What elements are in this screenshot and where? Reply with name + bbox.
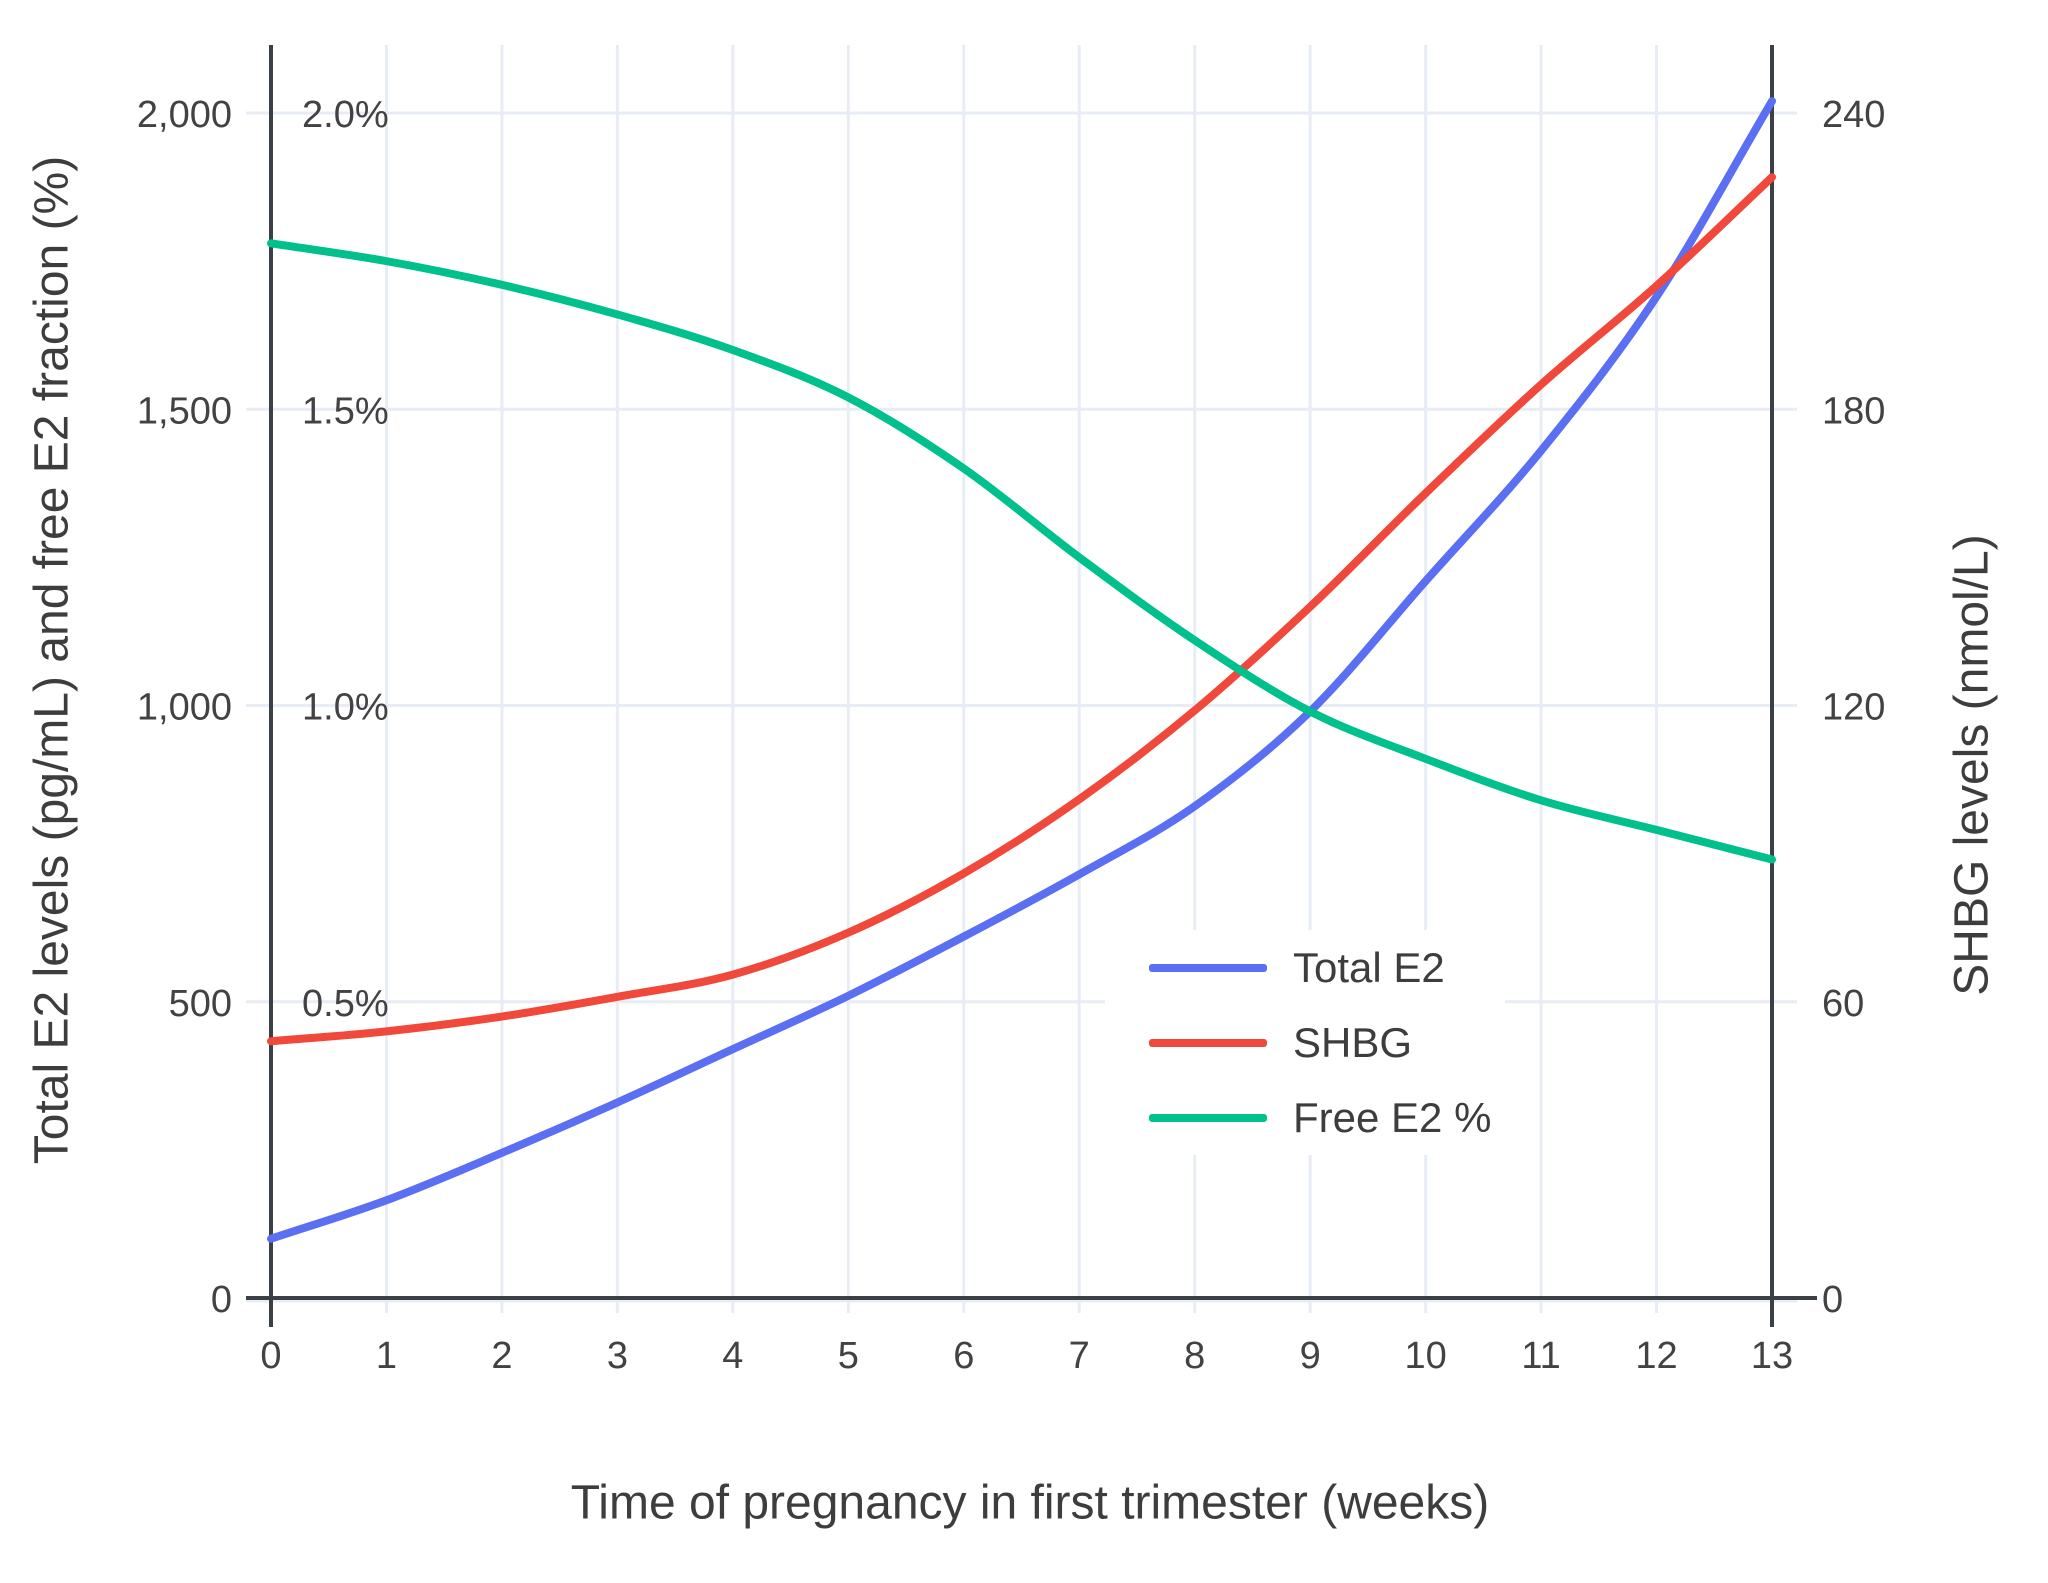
right-axis-title: SHBG levels (nmol/L) [1945,534,1999,996]
pct-label-1.5%: 1.5% [302,390,389,432]
legend-label-shbg: SHBG [1293,1018,1413,1066]
legend-label-total-e2: Total E2 [1293,943,1445,991]
x-tick-week-12: 12 [1635,1335,1677,1377]
right-tick-120: 120 [1822,687,1885,729]
legend-item-total-e2[interactable]: Total E2 [1105,930,1505,1005]
x-tick-week-5: 5 [838,1335,859,1377]
x-tick-week-8: 8 [1184,1335,1205,1377]
x-tick-week-1: 1 [376,1335,397,1377]
series-line-shbg [267,173,1776,1046]
x-axis-title: Time of pregnancy in first trimester (we… [570,1476,1490,1530]
x-tick-week-7: 7 [1069,1335,1090,1377]
total-e2-line-swatch [1149,963,1267,972]
x-tick-week-2: 2 [491,1335,512,1377]
free-e2-line-swatch [1149,1113,1267,1122]
x-tick-week-9: 9 [1300,1335,1321,1377]
x-tick-week-13: 13 [1751,1335,1793,1377]
x-tick-week-4: 4 [722,1335,743,1377]
shbg-line-swatch [1149,1038,1267,1047]
left-tick-2,000: 2,000 [137,94,232,136]
x-tick-week-11: 11 [1521,1335,1560,1377]
right-tick-180: 180 [1822,390,1885,432]
x-tick-week-10: 10 [1404,1335,1446,1377]
legend: Total E2 SHBG Free E2 % [1105,930,1505,1155]
series-line-free-e2- [267,239,1776,864]
left-tick-1,500: 1,500 [137,390,232,432]
left-tick-0: 0 [211,1279,232,1321]
pct-label-2.0%: 2.0% [302,94,389,136]
right-tick-0: 0 [1822,1279,1843,1321]
legend-label-free-e2: Free E2 % [1293,1093,1492,1141]
x-tick-week-6: 6 [953,1335,974,1377]
series-line-total-e2 [267,97,1776,1243]
right-tick-60: 60 [1822,983,1864,1025]
left-axis-title: Total E2 levels (pg/mL) and free E2 frac… [25,155,79,1165]
right-tick-240: 240 [1822,94,1885,136]
legend-item-shbg[interactable]: SHBG [1105,1005,1505,1080]
pct-label-0.5%: 0.5% [302,983,389,1025]
legend-item-free-e2[interactable]: Free E2 % [1105,1080,1505,1155]
x-tick-week-0: 0 [260,1335,281,1377]
x-tick-week-3: 3 [607,1335,628,1377]
pct-label-1.0%: 1.0% [302,687,389,729]
left-tick-500: 500 [169,983,232,1025]
left-tick-1,000: 1,000 [137,687,232,729]
